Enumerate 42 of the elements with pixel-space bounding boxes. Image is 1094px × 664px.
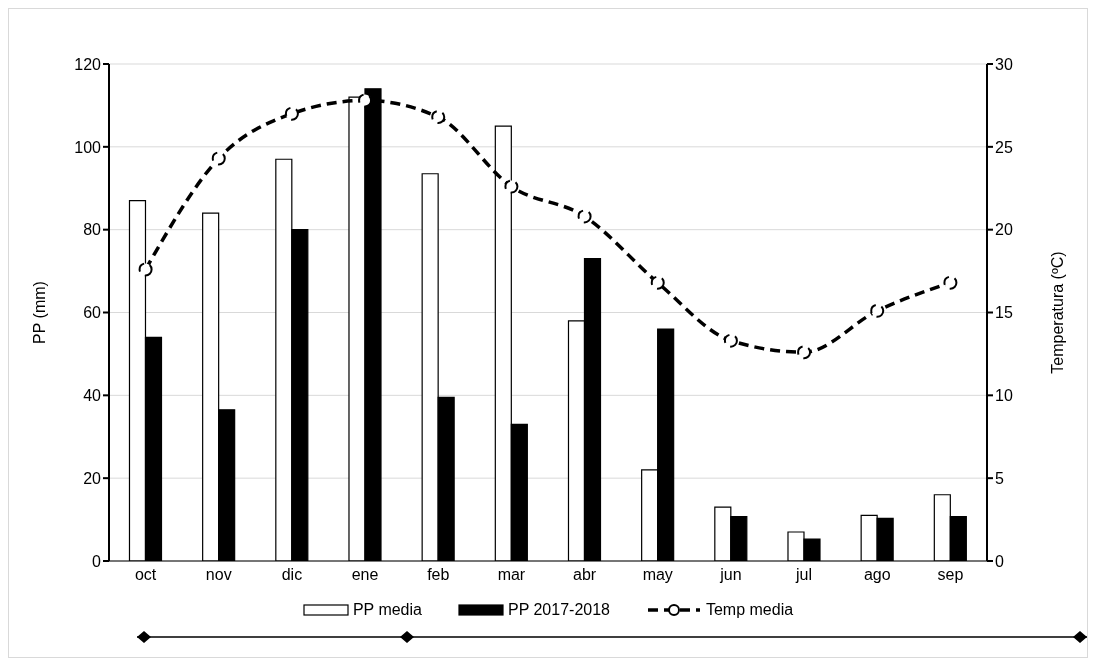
y2-tick-label: 10 — [995, 387, 1013, 405]
x-tick-label: nov — [205, 566, 232, 584]
y2-axis-title: Temperatura (ºC) — [1048, 251, 1066, 374]
point — [504, 179, 519, 194]
point — [138, 262, 153, 277]
y2-tick-label: 25 — [995, 138, 1013, 156]
x-tick-label: mar — [497, 566, 526, 584]
x-tick-label: jul — [795, 566, 813, 584]
y2-tick-label: 5 — [995, 469, 1004, 487]
y-tick-label: 80 — [83, 221, 102, 239]
legend-label: Temp media — [704, 601, 794, 619]
point — [577, 209, 592, 224]
y-axis-title: PP (mm) — [30, 281, 48, 344]
y-tick-label: 60 — [83, 304, 102, 322]
point — [943, 275, 958, 290]
x-tick-label: feb — [427, 566, 450, 584]
x-tick-label: abr — [573, 566, 597, 584]
legend-label: PP 2017-2018 — [506, 601, 610, 619]
y-tick-label: 20 — [83, 469, 102, 487]
point — [284, 106, 299, 121]
x-tick-label: oct — [134, 566, 157, 584]
y2-tick-label: 15 — [995, 304, 1013, 322]
point — [650, 275, 665, 290]
y2-tick-label: 20 — [995, 221, 1013, 239]
point — [723, 333, 738, 348]
x-tick-label: ago — [863, 566, 891, 584]
x-tick-label: jun — [719, 566, 742, 584]
y-tick-label: 120 — [74, 55, 102, 73]
point — [211, 151, 226, 166]
y-tick-label: 100 — [74, 138, 102, 156]
y2-tick-label: 30 — [995, 55, 1013, 73]
x-tick-label: sep — [937, 566, 964, 584]
point — [797, 345, 812, 360]
y-tick-label: 0 — [92, 552, 102, 570]
x-tick-label: ene — [351, 566, 379, 584]
x-tick-label: dic — [281, 566, 303, 584]
y2-tick-label: 0 — [995, 552, 1004, 570]
y-tick-label: 40 — [83, 387, 102, 405]
legend-label: PP media — [351, 601, 422, 619]
point — [431, 110, 446, 125]
x-tick-label: may — [642, 566, 673, 584]
point — [870, 303, 885, 318]
